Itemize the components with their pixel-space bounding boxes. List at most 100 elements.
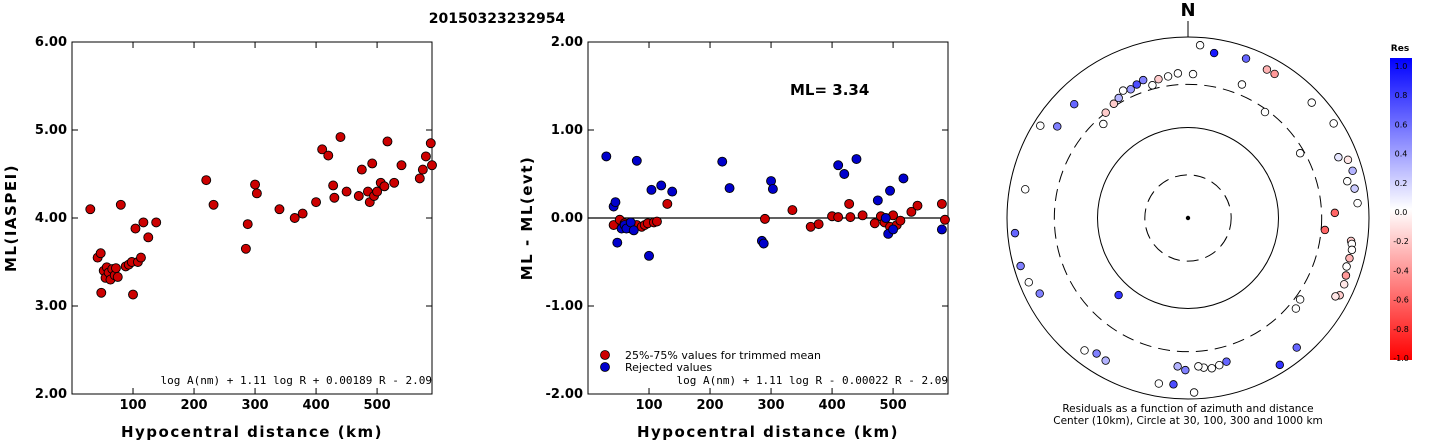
formula-left: log A(nm) + 1.11 log R + 0.00189 R - 2.0… [160, 374, 432, 387]
data-point [833, 212, 844, 223]
data-point [759, 213, 770, 224]
data-point [662, 198, 673, 209]
data-point [143, 232, 154, 243]
station-point [1295, 295, 1305, 304]
data-point [610, 197, 621, 208]
legend-label-rejected: Rejected values [625, 361, 712, 374]
station-point [1343, 177, 1352, 186]
station-point [1353, 198, 1362, 208]
data-point [851, 154, 862, 164]
station-point [1295, 149, 1305, 158]
colorbar-label: 0.4 [1395, 150, 1408, 159]
x-tick-label: 400 [818, 398, 845, 413]
points-middle [601, 151, 950, 261]
colorbar-label: -0.4 [1393, 266, 1409, 275]
station-point [1092, 349, 1101, 358]
data-point [379, 181, 390, 192]
y-ticks-left: 2.00 3.00 4.00 5.00 6.00 [35, 35, 432, 402]
x-tick-label: 200 [180, 398, 207, 413]
colorbar-label: -0.8 [1393, 325, 1409, 334]
data-point [857, 210, 868, 221]
station-point [1348, 166, 1357, 176]
data-point [242, 219, 253, 230]
azimuth-residual-polar-plot: N Residuals as a function of azimuth and… [1006, 0, 1370, 427]
data-point [274, 204, 285, 215]
y-ticks-middle: -2.00 -1.00 0.00 1.00 2.00 [546, 35, 948, 402]
data-point [724, 183, 735, 194]
data-point [628, 225, 639, 236]
station-point [1343, 155, 1353, 164]
distance-ring [1097, 127, 1279, 309]
y-tick-label: 1.00 [551, 123, 583, 138]
station-point [1132, 80, 1141, 89]
colorbar-title: Res [1391, 44, 1409, 54]
x-tick-label: 500 [364, 398, 391, 413]
data-point [201, 175, 212, 186]
y-tick-label: 3.00 [35, 299, 67, 314]
formula-middle: log A(nm) + 1.11 log R - 0.00022 R - 2.0… [676, 374, 948, 387]
y-tick-label: -2.00 [546, 387, 583, 402]
station-point [1262, 65, 1272, 74]
station-point [1334, 153, 1343, 162]
data-point [372, 186, 383, 197]
colorbar-label: -0.6 [1393, 296, 1409, 305]
data-point [427, 160, 437, 171]
station-point [1189, 388, 1199, 397]
distance-ring [1053, 83, 1323, 353]
x-ticks-left: 100 200 300 400 500 [119, 42, 391, 413]
data-point [323, 150, 334, 161]
polar-caption-line2: Center (10km), Circle at 30, 100, 300 an… [1053, 415, 1323, 427]
station-point [1341, 271, 1351, 280]
data-point [95, 248, 106, 259]
data-point [888, 224, 899, 235]
colorbar-labels: 1.0 0.8 0.6 0.4 0.2 0.0 -0.2 -0.4 -0.6 -0.8 -1.0 [1393, 62, 1409, 363]
y-tick-label: 2.00 [35, 387, 67, 402]
station-point [1036, 121, 1045, 130]
colorbar-gradient [1390, 58, 1412, 360]
data-point [425, 138, 436, 149]
station-point [1173, 69, 1183, 78]
data-point [85, 204, 96, 215]
station-point [1016, 261, 1025, 271]
data-point [311, 197, 322, 208]
station-point [1021, 185, 1030, 194]
station-point [1169, 380, 1178, 389]
residual-vs-distance-chart: -2.00 -1.00 0.00 1.00 2.00 100 200 300 400 500 M… [518, 35, 950, 441]
station-point [1080, 346, 1089, 355]
data-point [717, 156, 728, 167]
station-point [1181, 365, 1190, 375]
data-point [356, 164, 367, 175]
station-point [1099, 119, 1108, 129]
data-point [115, 199, 126, 210]
station-point [1195, 41, 1205, 50]
data-point [880, 213, 891, 223]
data-point [813, 219, 824, 230]
data-point [898, 173, 909, 184]
legend-marker-rejected [600, 362, 610, 372]
epicenter-marker [1185, 215, 1191, 221]
residual-colorbar: Res 1.0 0.8 0.6 0.4 0.2 0.0 -0.2 -0.4 -0.6 -0.8 -1… [1390, 44, 1412, 363]
y-axis-label-middle: ML - ML(evt) [518, 156, 536, 280]
data-point [869, 218, 880, 229]
data-point [208, 199, 219, 210]
distance-ring [1006, 36, 1370, 400]
data-point [667, 186, 678, 197]
station-point [1347, 245, 1357, 255]
station-point [1350, 184, 1359, 193]
data-point [112, 272, 123, 282]
y-tick-label: 5.00 [35, 123, 67, 138]
station-point [1163, 72, 1173, 81]
data-point [328, 180, 339, 191]
north-label: N [1180, 0, 1195, 21]
station-point [1320, 225, 1330, 235]
station-point [1275, 360, 1284, 370]
station-point [1222, 357, 1231, 366]
data-point [787, 205, 798, 216]
data-point [844, 198, 855, 209]
colorbar-label: 0.6 [1395, 120, 1408, 129]
station-point [1101, 108, 1110, 117]
x-axis-label-left: Hypocentral distance (km) [121, 423, 383, 441]
x-axis-label-middle: Hypocentral distance (km) [637, 423, 899, 441]
data-point [839, 169, 850, 179]
station-point [1340, 280, 1349, 289]
